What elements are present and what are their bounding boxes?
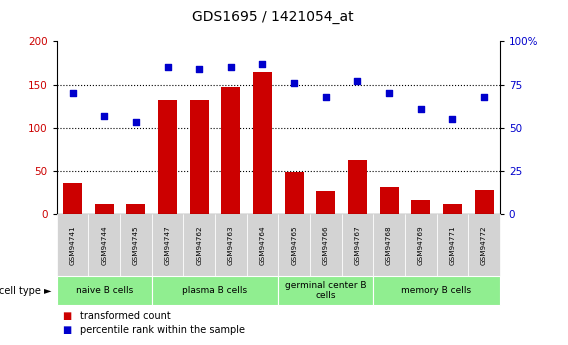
Bar: [158, 100, 177, 214]
Text: GSM94771: GSM94771: [449, 225, 456, 265]
Text: ■: ■: [62, 325, 72, 335]
Text: plasma B cells: plasma B cells: [182, 286, 248, 295]
Text: GSM94747: GSM94747: [165, 225, 170, 265]
Point: [163, 65, 172, 70]
Bar: [443, 204, 462, 214]
Text: GSM94763: GSM94763: [228, 225, 234, 265]
Point: [226, 65, 235, 70]
Text: transformed count: transformed count: [80, 311, 170, 321]
Bar: [253, 71, 272, 214]
Point: [321, 94, 331, 99]
Bar: [222, 87, 240, 214]
Text: GSM94744: GSM94744: [101, 225, 107, 265]
Point: [353, 78, 362, 84]
Text: GSM94768: GSM94768: [386, 225, 392, 265]
Text: GSM94765: GSM94765: [291, 225, 297, 265]
Point: [385, 90, 394, 96]
Text: memory B cells: memory B cells: [402, 286, 471, 295]
Text: naive B cells: naive B cells: [76, 286, 133, 295]
Bar: [379, 187, 399, 214]
Point: [258, 61, 267, 67]
Text: percentile rank within the sample: percentile rank within the sample: [80, 325, 244, 335]
Text: GSM94741: GSM94741: [70, 225, 76, 265]
Text: GSM94769: GSM94769: [417, 225, 424, 265]
Text: GSM94764: GSM94764: [260, 225, 265, 265]
Bar: [127, 204, 145, 214]
Text: GDS1695 / 1421054_at: GDS1695 / 1421054_at: [192, 10, 353, 24]
Point: [68, 90, 77, 96]
Text: GSM94772: GSM94772: [481, 225, 487, 265]
Text: GSM94767: GSM94767: [354, 225, 361, 265]
Text: GSM94766: GSM94766: [323, 225, 329, 265]
Text: GSM94745: GSM94745: [133, 225, 139, 265]
Point: [131, 120, 140, 125]
Bar: [190, 100, 208, 214]
Text: germinal center B
cells: germinal center B cells: [285, 281, 366, 300]
Point: [479, 94, 488, 99]
Point: [100, 113, 109, 118]
Bar: [95, 204, 114, 214]
Bar: [63, 183, 82, 214]
Point: [195, 66, 204, 72]
Text: cell type ►: cell type ►: [0, 286, 51, 296]
Bar: [285, 171, 304, 214]
Point: [448, 116, 457, 122]
Text: GSM94762: GSM94762: [196, 225, 202, 265]
Bar: [348, 160, 367, 214]
Bar: [316, 191, 335, 214]
Bar: [474, 190, 494, 214]
Text: ■: ■: [62, 311, 72, 321]
Point: [416, 106, 425, 111]
Bar: [411, 200, 430, 214]
Point: [290, 80, 299, 86]
